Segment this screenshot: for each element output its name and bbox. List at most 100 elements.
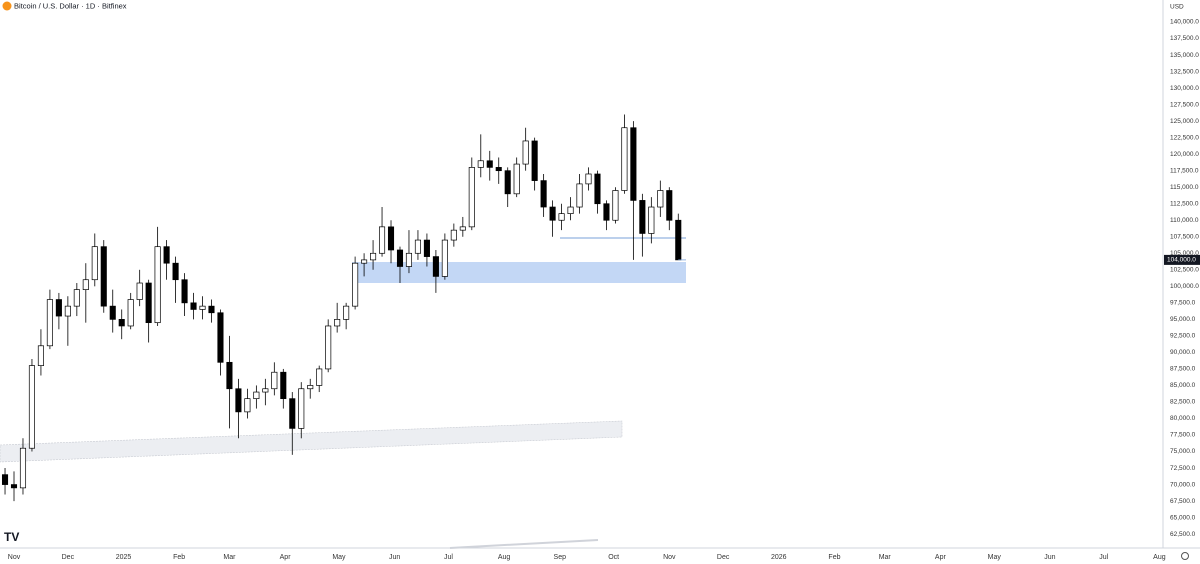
y-tick-label: 85,000.0 <box>1170 382 1196 389</box>
plot <box>1 114 682 502</box>
y-tick-label: 92,500.0 <box>1170 333 1196 340</box>
candle-body <box>504 170 511 195</box>
x-tick-label: Mar <box>879 554 892 561</box>
y-tick-label: 110,000.0 <box>1170 217 1199 224</box>
y-tick-label: 140,000.0 <box>1170 19 1199 26</box>
candle-body <box>298 388 305 429</box>
candle-body <box>603 203 610 221</box>
candle-body <box>675 219 682 261</box>
candle-body <box>154 246 161 324</box>
candle-body <box>55 299 62 317</box>
y-tick-label: 95,000.0 <box>1170 316 1196 323</box>
y-tick-label: 115,000.0 <box>1170 184 1199 191</box>
y-tick-label: 65,000.0 <box>1170 514 1196 521</box>
candle-body <box>280 371 287 400</box>
candle-body <box>190 302 197 310</box>
candle-body <box>639 200 646 234</box>
candle-body <box>316 368 323 386</box>
candle-body <box>10 484 18 489</box>
x-tick-label: Nov <box>663 554 676 561</box>
y-tick-label: 107,500.0 <box>1170 233 1199 240</box>
candle-body <box>450 229 457 241</box>
y-tick-label: 112,500.0 <box>1170 200 1199 207</box>
candle-body <box>459 226 466 231</box>
y-tick-label: 80,000.0 <box>1170 415 1196 422</box>
y-tick-label: 70,000.0 <box>1170 481 1196 488</box>
candle-body <box>253 391 260 400</box>
candle-body <box>19 447 27 489</box>
candle-body <box>432 256 439 277</box>
candle-body <box>100 246 107 307</box>
y-tick-label: 137,500.0 <box>1170 35 1199 42</box>
candle-body <box>558 213 565 221</box>
x-tick-label: 2026 <box>771 554 787 561</box>
candle-body <box>352 262 359 307</box>
candle-body <box>630 127 637 201</box>
candle-body <box>226 361 233 390</box>
candle-body <box>477 160 484 168</box>
candle-body <box>244 398 251 413</box>
candle-body <box>64 305 71 317</box>
bitcoin-icon <box>2 1 12 11</box>
candle-body <box>387 226 395 251</box>
x-tick-label: Sep <box>554 554 567 561</box>
y-tick-label: 75,000.0 <box>1170 448 1196 455</box>
candle-body <box>486 160 493 168</box>
candle-body <box>567 206 574 214</box>
last-price-label: 104,000.0 <box>1167 257 1196 264</box>
candle-body <box>334 319 341 327</box>
y-tick-label: 87,500.0 <box>1170 366 1196 373</box>
x-tick-label: Feb <box>828 554 840 561</box>
y-tick-label: 97,500.0 <box>1170 300 1196 307</box>
candle-body <box>28 365 35 449</box>
x-tick-label: Oct <box>608 554 619 561</box>
candle-body <box>127 299 134 327</box>
x-tick-label: 2025 <box>116 554 132 561</box>
x-tick-label: Jun <box>389 554 400 561</box>
candle-body <box>441 239 448 277</box>
x-tick-label: Aug <box>1153 554 1166 561</box>
candle-body <box>549 206 556 221</box>
candle-body <box>199 305 206 310</box>
candle-body <box>235 388 242 413</box>
candle-body <box>495 167 502 172</box>
candle-body <box>513 163 520 195</box>
y-tick-label: 130,000.0 <box>1170 85 1199 92</box>
candle-body <box>576 183 583 208</box>
x-tick-label: May <box>988 554 1002 561</box>
y-tick-label: 122,500.0 <box>1170 134 1199 141</box>
candle-body <box>378 226 386 254</box>
x-tick-label: Aug <box>498 554 511 561</box>
x-tick-label: Dec <box>62 554 75 561</box>
y-tick-label: 125,000.0 <box>1170 118 1199 125</box>
candle-body <box>82 279 89 290</box>
candle-body <box>181 279 188 304</box>
candle-body <box>522 140 529 165</box>
x-tick-label: Feb <box>173 554 185 561</box>
x-tick-label: Jul <box>1099 554 1108 561</box>
y-tick-label: 77,500.0 <box>1170 432 1196 439</box>
settings-button[interactable] <box>1181 552 1189 560</box>
y-tick-label: 127,500.0 <box>1170 101 1199 108</box>
candle-body <box>217 312 224 363</box>
candle-body <box>208 305 215 314</box>
logo: TV <box>4 530 19 544</box>
candle-body <box>361 259 368 264</box>
y-tick-label: 105,000.0 <box>1170 250 1199 257</box>
x-tick-label: Mar <box>223 554 236 561</box>
candle-body <box>585 173 592 185</box>
candle-body <box>423 239 430 257</box>
candle-body <box>73 289 80 307</box>
candle-body <box>118 319 125 327</box>
y-tick-label: 132,500.0 <box>1170 68 1199 75</box>
x-tick-label: Nov <box>8 554 21 561</box>
y-tick-label: 90,000.0 <box>1170 349 1196 356</box>
candle-body <box>109 305 116 320</box>
candle-body <box>540 180 547 208</box>
candle-body <box>468 167 475 228</box>
candle-body <box>307 385 314 390</box>
last-price-box <box>1164 254 1200 265</box>
currency: USD <box>1170 4 1184 11</box>
y-tick-label: 82,500.0 <box>1170 399 1196 406</box>
x-tick-label: Jul <box>444 554 453 561</box>
